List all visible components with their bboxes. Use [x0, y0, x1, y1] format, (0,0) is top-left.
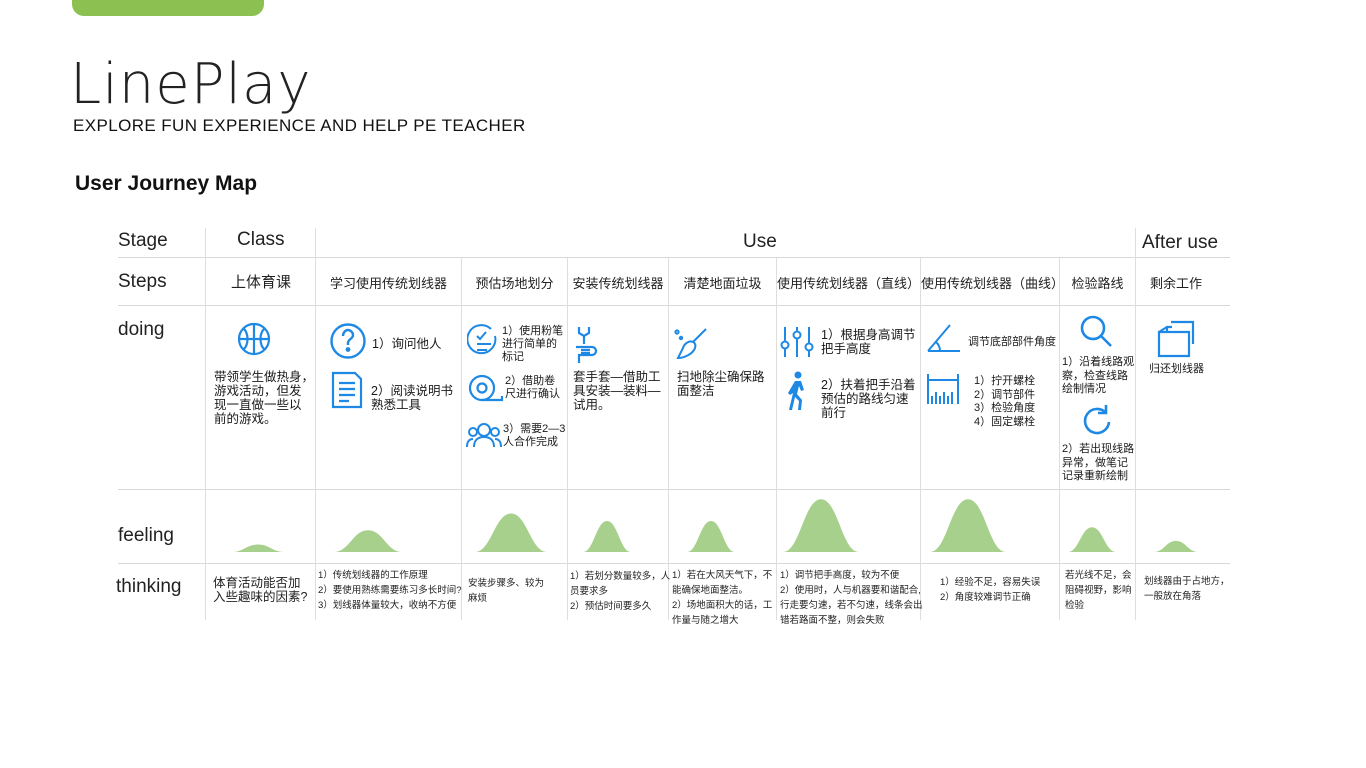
thinking-s8: 若光线不足，会 阻碍视野，影响 检验	[1065, 570, 1132, 611]
divider	[315, 228, 316, 620]
divider	[668, 258, 669, 620]
sliders-icon	[780, 325, 814, 357]
thinking-s4: 1）若划分数量较多，人 员要求多 2）预估时间要多久	[570, 571, 671, 612]
divider	[118, 257, 1230, 258]
section-title: User Journey Map	[75, 172, 258, 195]
people-icon	[466, 421, 502, 449]
divider	[118, 305, 1230, 306]
feeling-hill-1	[232, 544, 284, 552]
stage-use: Use	[743, 231, 777, 252]
divider	[205, 228, 206, 620]
row-label-doing: doing	[118, 319, 165, 340]
step-1: 上体育课	[230, 274, 291, 291]
basketball-icon	[237, 322, 271, 356]
step-3: 预估场地划分	[475, 276, 554, 291]
thinking-s9: 划线器由于占地方， 一般放在角落	[1144, 576, 1230, 602]
divider	[118, 489, 1230, 490]
ruler-icon	[926, 372, 960, 406]
row-label-feeling: feeling	[118, 525, 174, 546]
divider	[1135, 228, 1136, 620]
row-label-stage: Stage	[118, 230, 168, 251]
feeling-hill-3	[475, 513, 547, 552]
doing-s3-item3: 3）需要2—3 人合作完成	[503, 423, 566, 448]
return-box-icon	[1157, 320, 1195, 358]
divider	[776, 258, 777, 620]
thinking-s5: 1）若在大风天气下，不 能确保地面整洁。 2）场地面积大的话，工 作量与随之增大	[672, 570, 773, 626]
thinking-s6: 1）调节把手高度，较为不便 2）使用时，人与机器要和谐配合, 行走要匀速，若不匀速，…	[780, 570, 923, 626]
step-2: 学习使用传统划线器	[329, 276, 447, 291]
doing-s3-item2: 2）借助卷 尺进行确认	[505, 375, 560, 400]
divider	[461, 258, 462, 620]
thinking-s7: 1）经验不足，容易失误 2）角度较难调节正确	[940, 577, 1041, 603]
step-7: 使用传统划线器（曲线）	[921, 276, 1065, 291]
thinking-s1: 体育活动能否加 入些趣味的因素?	[213, 576, 308, 604]
divider	[920, 258, 921, 620]
feeling-hill-8	[1068, 527, 1116, 552]
feeling-hill-4	[583, 521, 631, 552]
thinking-s3: 安装步骤多、较为 麻烦	[468, 578, 545, 604]
doing-s3-item1: 1）使用粉笔 进行简单的 标记	[502, 325, 564, 363]
feeling-hill-2	[334, 530, 402, 552]
doing-s8-item1: 1）沿着线路观 察，检查线路 绘制情况	[1062, 356, 1135, 395]
feeling-hill-7	[930, 499, 1006, 552]
thinking-s2: 1）传统划线器的工作原理 2）要使用熟练需要练习多长时间? 3）划线器体量较大，收纳…	[318, 570, 462, 611]
doing-s2-item2: 2）阅读说明书 熟悉工具	[371, 384, 453, 412]
doing-s5-text: 扫地除尘确保路 面整洁	[677, 370, 765, 398]
accent-bar	[72, 0, 264, 16]
doing-s4-text: 套手套—借助工 具安装—装料— 试用。	[573, 370, 661, 412]
stage-class: Class	[237, 229, 285, 250]
doing-s7-item1: 调节底部部件角度	[968, 336, 1056, 348]
step-8: 检验路线	[1071, 276, 1124, 291]
broom-icon	[673, 326, 709, 362]
tape-measure-icon	[468, 373, 504, 405]
step-5: 清楚地面垃圾	[683, 276, 762, 291]
walking-icon	[785, 371, 809, 411]
doing-s1-text: 带领学生做热身， 游戏活动，但发 现一直做一些以 前的游戏。	[214, 370, 315, 426]
doing-s9-text: 归还划线器	[1149, 363, 1204, 375]
stage-after-use: After use	[1142, 232, 1219, 253]
divider	[118, 563, 1230, 564]
divider	[567, 258, 568, 620]
question-icon	[329, 322, 367, 360]
divider	[1059, 258, 1060, 620]
step-6: 使用传统划线器（直线）	[777, 276, 921, 291]
doing-s8-item2: 2）若出现线路 异常，做笔记 记录重新绘制	[1062, 443, 1135, 482]
feeling-hill-6	[783, 499, 859, 552]
page-title: LinePlay	[70, 52, 312, 117]
doing-s6-item1: 1）根据身高调节 把手高度	[821, 328, 916, 356]
row-label-steps: Steps	[118, 271, 167, 292]
page-subtitle: EXPLORE FUN EXPERIENCE AND HELP PE TEACH…	[73, 116, 526, 135]
doing-s7-item2: 1）拧开螺栓 2）调节部件 3）检验角度 4）固定螺栓	[974, 375, 1036, 428]
step-9: 剩余工作	[1149, 276, 1202, 291]
document-icon	[331, 371, 363, 409]
step-4: 安装传统划线器	[572, 276, 664, 291]
doing-s2-item1: 1）询问他人	[372, 337, 442, 351]
row-label-thinking: thinking	[116, 576, 182, 597]
checklist-icon	[467, 324, 501, 358]
search-icon	[1079, 314, 1113, 348]
angle-icon	[926, 323, 962, 353]
doing-s6-item2: 2）扶着把手沿着 预估的路线匀速 前行	[821, 378, 916, 420]
feeling-hill-5	[687, 521, 735, 552]
redo-icon	[1080, 403, 1112, 437]
wrench-hand-icon	[573, 325, 599, 365]
feeling-hill-9	[1154, 540, 1198, 552]
